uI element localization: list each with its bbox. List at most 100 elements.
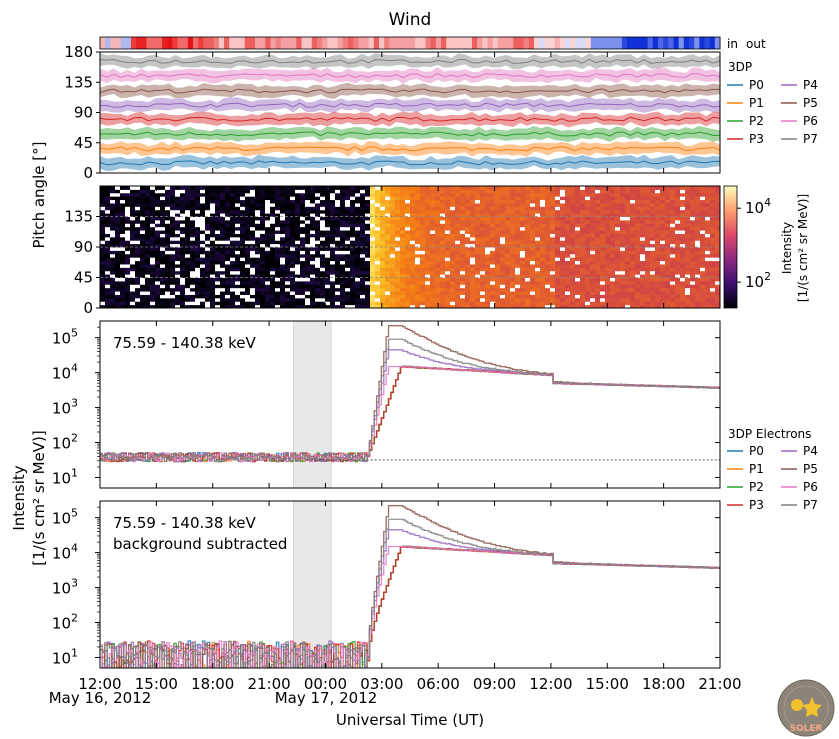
spec-cell: [195, 274, 201, 278]
spec-cell: [300, 223, 306, 228]
spec-cell: [125, 263, 131, 268]
spec-cell: [120, 257, 126, 262]
spec-cell: [180, 230, 186, 234]
spec-cell: [445, 226, 451, 231]
spec-cell: [215, 280, 221, 285]
spec-cell: [595, 243, 601, 248]
spec-cell: [435, 257, 441, 262]
spec-cell: [500, 253, 506, 258]
spec-cell: [290, 257, 296, 262]
spec-cell: [615, 209, 621, 214]
spec-cell: [670, 209, 676, 214]
spec-cell: [390, 219, 396, 224]
spec-cell: [490, 304, 496, 308]
legend-entry: P5: [803, 96, 818, 110]
spec-cell: [535, 223, 541, 228]
spec-cell: [185, 297, 191, 302]
spec-cell: [555, 291, 561, 295]
spec-cell: [385, 196, 391, 201]
spec-cell: [130, 189, 136, 194]
spec-cell: [340, 274, 346, 278]
spec-cell: [550, 206, 556, 211]
spec-cell: [320, 267, 326, 272]
spec-cell: [580, 270, 586, 275]
spec-cell: [215, 202, 221, 207]
spec-cell: [150, 277, 156, 282]
spec-cell: [680, 199, 686, 204]
spec-cell: [335, 304, 341, 308]
ytick-label: 105: [52, 327, 78, 348]
spec-cell: [240, 274, 246, 278]
spec-cell: [470, 301, 476, 306]
spec-cell: [485, 230, 491, 234]
spec-cell: [570, 230, 576, 234]
spec-cell: [380, 226, 386, 231]
spec-cell: [535, 206, 541, 211]
spec-cell: [305, 304, 311, 308]
spec-cell: [715, 192, 720, 197]
spec-cell: [550, 236, 556, 241]
spec-cell: [200, 209, 206, 214]
spec-cell: [535, 274, 541, 278]
spec-cell: [180, 189, 186, 194]
spec-cell: [145, 233, 151, 238]
spec-cell: [140, 202, 146, 207]
spec-cell: [450, 277, 456, 282]
spec-cell: [680, 257, 686, 262]
spec-cell: [560, 287, 566, 292]
spec-cell: [125, 284, 131, 289]
in-out-segment: [596, 37, 602, 49]
spec-cell: [305, 202, 311, 207]
spec-cell: [440, 280, 446, 285]
spec-cell: [160, 226, 166, 231]
spec-cell: [610, 291, 616, 295]
in-out-segment: [120, 37, 127, 49]
spec-cell: [585, 230, 591, 234]
spec-cell: [430, 240, 436, 245]
spec-cell: [250, 192, 256, 197]
spec-cell: [260, 219, 266, 224]
spec-cell: [640, 233, 646, 238]
spec-cell: [630, 250, 636, 255]
spec-cell: [170, 243, 176, 248]
spec-cell: [415, 196, 421, 201]
spec-cell: [415, 199, 421, 204]
spec-cell: [495, 270, 501, 275]
spec-cell: [690, 263, 696, 268]
spec-cell: [135, 226, 141, 231]
spec-cell: [635, 243, 641, 248]
spec-cell: [100, 189, 106, 194]
spec-cell: [250, 219, 256, 224]
spec-cell: [270, 250, 276, 255]
spec-cell: [525, 192, 531, 197]
spec-cell: [400, 236, 406, 241]
spec-cell: [205, 202, 211, 207]
spec-cell: [490, 240, 496, 245]
spec-cell: [650, 274, 656, 278]
spec-cell: [395, 247, 401, 251]
spec-cell: [430, 291, 436, 295]
spec-cell: [240, 192, 246, 197]
spec-cell: [310, 260, 316, 265]
spec-cell: [560, 219, 566, 224]
spec-cell: [295, 267, 301, 272]
spec-cell: [700, 230, 706, 234]
spec-cell: [590, 243, 596, 248]
spec-cell: [540, 253, 546, 258]
spec-cell: [625, 274, 631, 278]
spec-cell: [640, 236, 646, 241]
spec-cell: [625, 202, 631, 207]
spec-cell: [580, 213, 586, 217]
spec-cell: [500, 196, 506, 201]
spec-cell: [550, 253, 556, 258]
spec-cell: [235, 287, 241, 292]
spec-cell: [245, 243, 251, 248]
spec-cell: [435, 213, 441, 217]
spec-cell: [530, 186, 536, 190]
spec-cell: [150, 213, 156, 217]
spec-cell: [290, 233, 296, 238]
spec-cell: [240, 236, 246, 241]
spec-cell: [570, 240, 576, 245]
spec-cell: [110, 199, 116, 204]
